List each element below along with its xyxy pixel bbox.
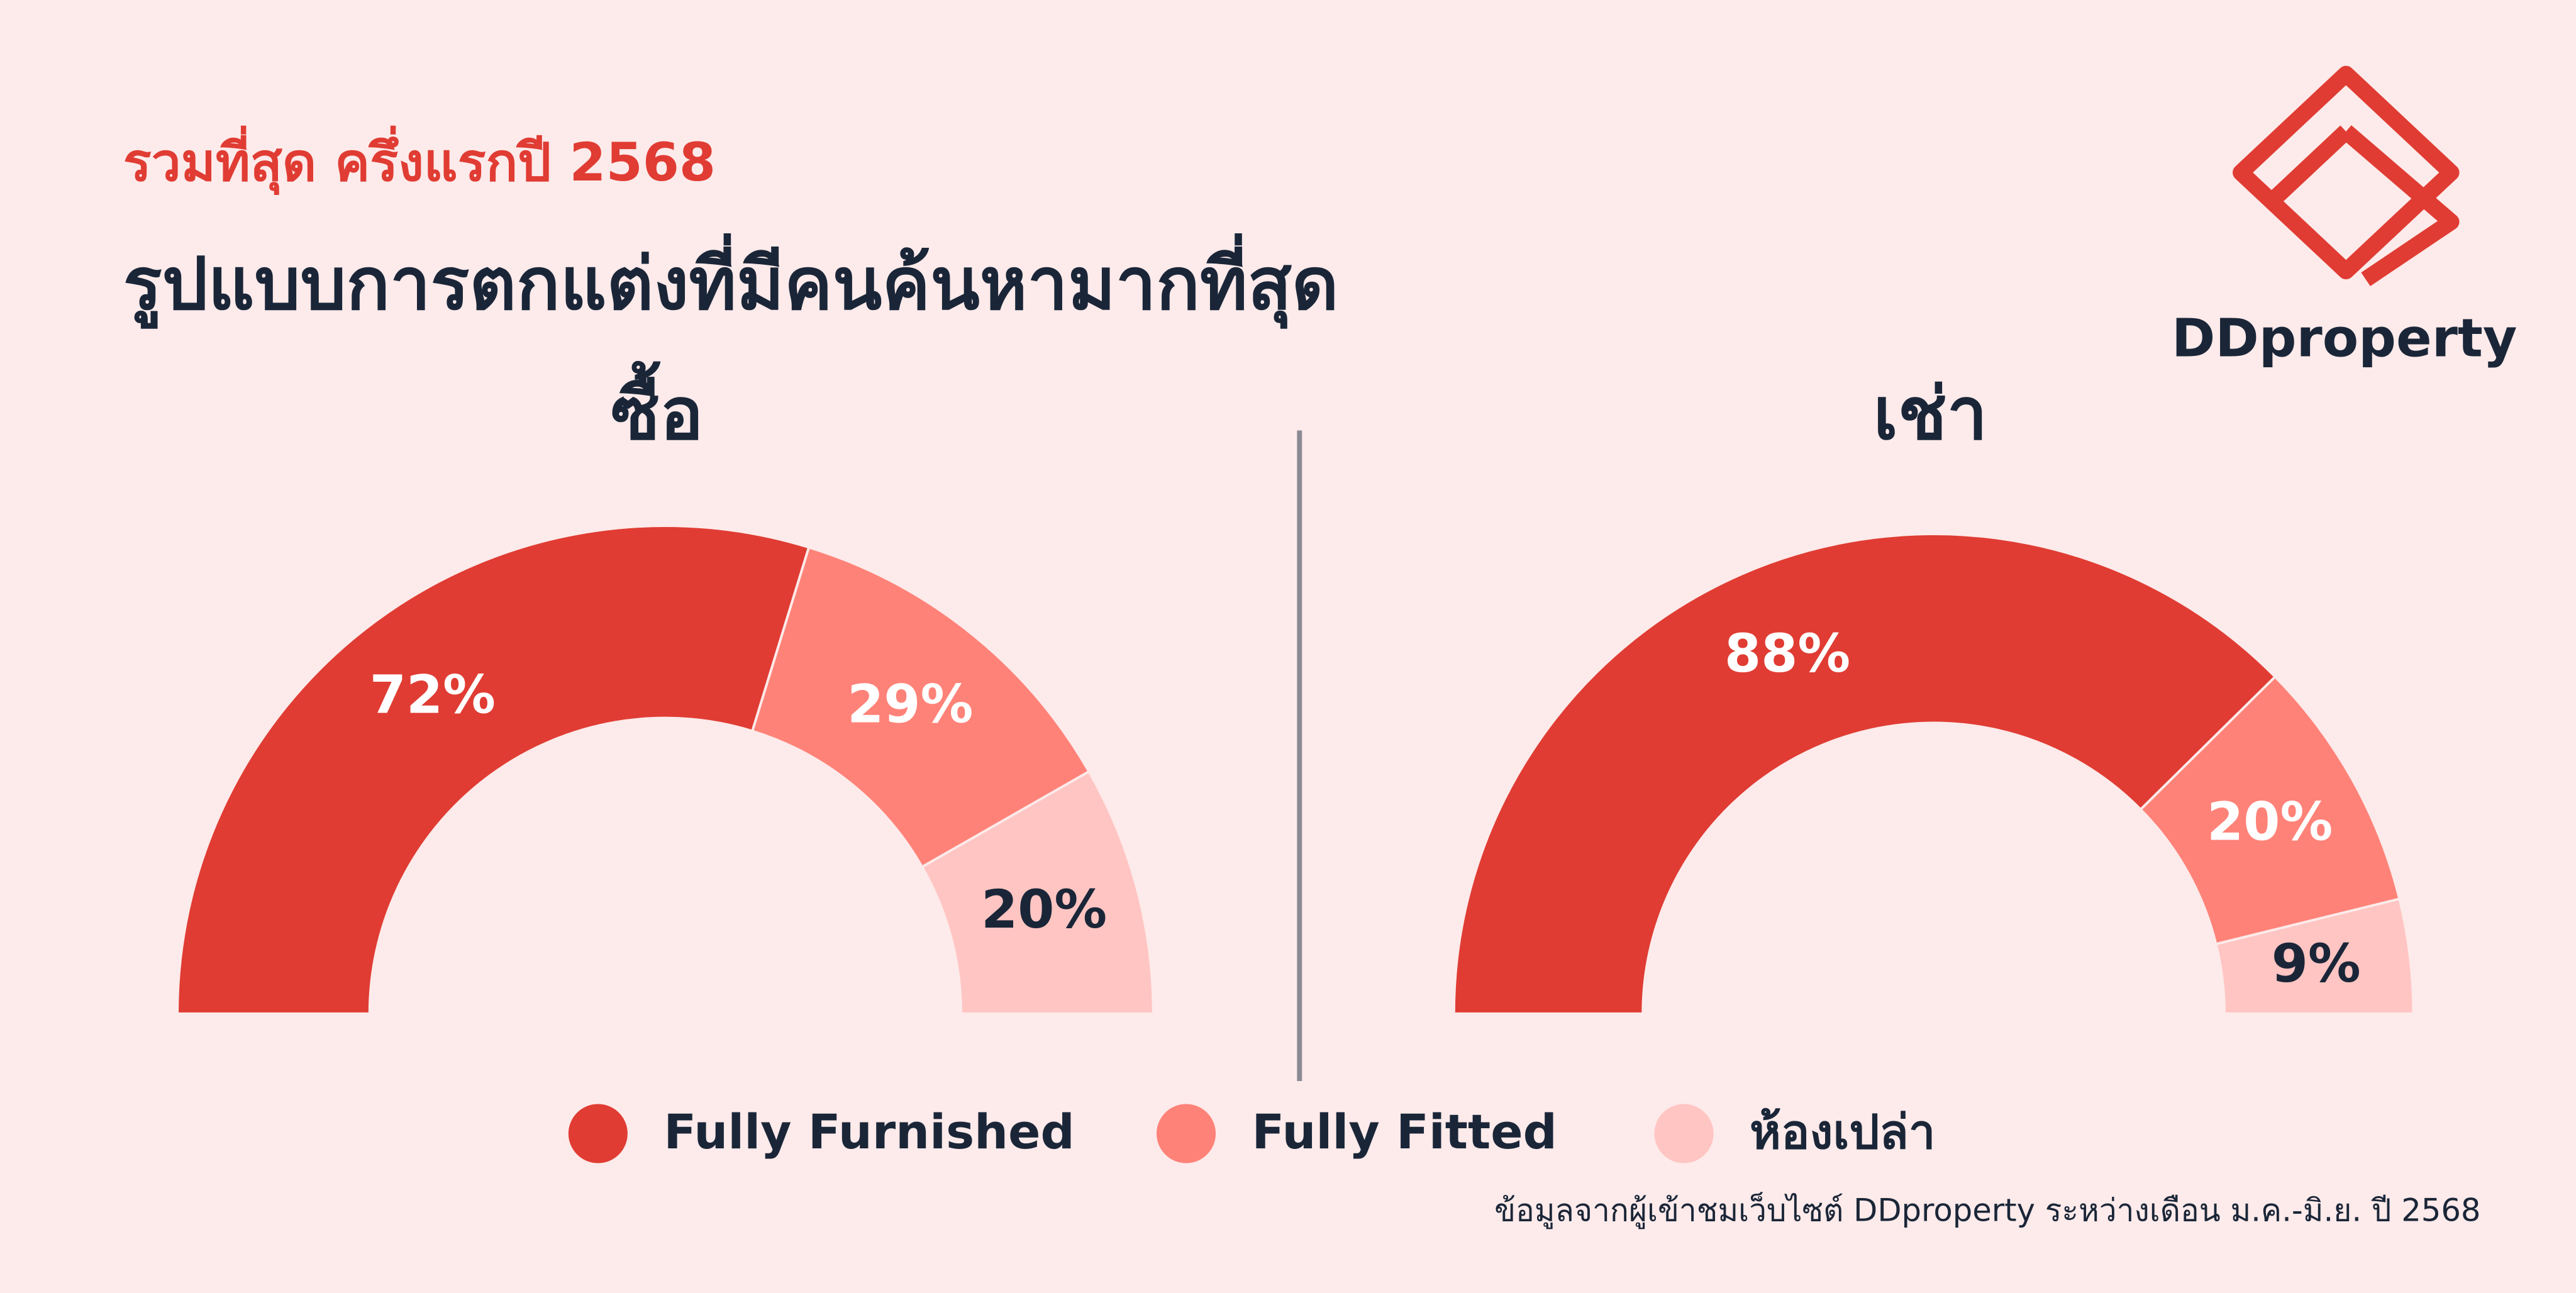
donut-segment	[176, 524, 811, 1015]
legend-label: Fully Furnished	[663, 1104, 1074, 1160]
donut-segment	[750, 545, 1091, 869]
logo-icon	[2233, 65, 2460, 286]
logo-shape	[2233, 65, 2460, 280]
kicker: รวมที่สุด ครึ่งแรกปี 2568	[123, 125, 716, 195]
chart-title: เช่า	[1873, 372, 1987, 456]
legend-label: ห้องเปล่า	[1750, 1104, 1935, 1160]
data-label: 72%	[370, 664, 496, 726]
legend-label: Fully Fitted	[1252, 1104, 1557, 1160]
donut-segment	[920, 770, 1155, 1015]
data-label: 20%	[981, 879, 1107, 940]
data-label: 9%	[2272, 933, 2361, 994]
legend-swatch	[1654, 1104, 1714, 1163]
logo-shape	[2261, 125, 2352, 212]
donut-segment	[2214, 897, 2415, 1015]
donut-segment	[1452, 533, 2277, 1015]
source-note: ข้อมูลจากผู้เข้าชมเว็บไซต์ DDproperty ระ…	[1494, 1192, 2480, 1229]
data-label: 29%	[847, 673, 973, 735]
chart-title: ซื้อ	[611, 360, 703, 456]
main-title: รูปแบบการตกแต่งที่มีคนค้นหามากที่สุด	[123, 233, 1339, 329]
data-label: 88%	[1724, 623, 1850, 684]
logo-text: DDproperty	[2172, 307, 2517, 369]
logo-shape	[2340, 125, 2460, 286]
legend-swatch	[1157, 1104, 1216, 1163]
legend-swatch	[568, 1104, 628, 1163]
data-label: 20%	[2207, 791, 2333, 853]
